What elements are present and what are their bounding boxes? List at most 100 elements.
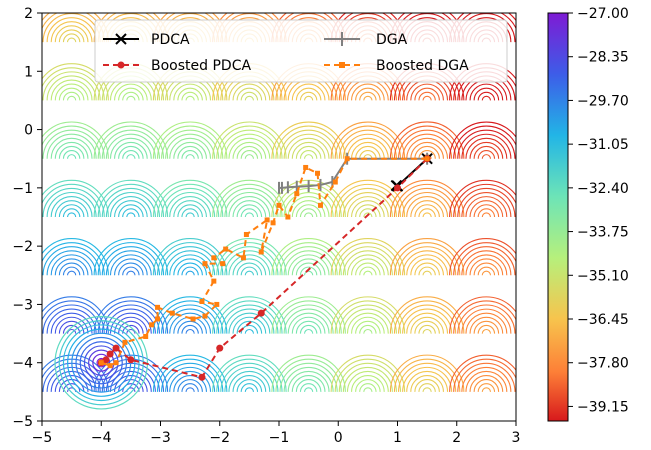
- contour-arc: [473, 204, 500, 218]
- contour-arc: [161, 304, 220, 334]
- contour-arc: [126, 154, 136, 159]
- contour-arc: [398, 187, 457, 218]
- y-tick-label: 1: [24, 64, 33, 80]
- contour-arc: [295, 145, 322, 159]
- contour-arc: [342, 308, 393, 334]
- contour-cell: [389, 354, 465, 392]
- contour-arc: [240, 208, 259, 218]
- contour-arc: [481, 95, 492, 101]
- contour-arc: [295, 204, 322, 218]
- contour-arc: [469, 316, 504, 334]
- contour-arc: [152, 354, 228, 392]
- contour-arc: [291, 258, 326, 276]
- contour-arc: [389, 179, 465, 218]
- y-tick-label: −5: [12, 414, 33, 430]
- contour-arc: [126, 212, 136, 218]
- contour-arc: [58, 145, 85, 159]
- contour-arc: [342, 133, 393, 159]
- contour-arc: [346, 312, 389, 334]
- contour-arc: [350, 258, 385, 276]
- contour-arc: [291, 141, 326, 159]
- contour-arc: [58, 262, 85, 276]
- contour-arc: [398, 362, 457, 392]
- contour-arc: [287, 371, 330, 392]
- contour-arc: [418, 208, 436, 218]
- contour-arc: [291, 374, 326, 392]
- contour-arc: [93, 238, 169, 276]
- y-tick-label: −3: [12, 297, 33, 313]
- colorbar-tick-label: −35.10: [577, 268, 629, 284]
- data-point: [258, 249, 264, 255]
- contour-arc: [342, 366, 393, 392]
- circle-marker-icon: [117, 61, 125, 69]
- contour-arc: [418, 383, 436, 392]
- contour-arc: [283, 133, 334, 159]
- contour-arc: [228, 137, 271, 159]
- contour-arc: [220, 129, 279, 159]
- contour-arc: [477, 150, 496, 159]
- contour-arc: [122, 150, 140, 159]
- data-point: [127, 356, 135, 364]
- contour-arc: [299, 208, 318, 218]
- contour-arc: [161, 246, 220, 276]
- contour-arc: [350, 200, 385, 218]
- contour-arc: [50, 79, 93, 101]
- colorbar-tick-label: −33.75: [577, 225, 629, 241]
- data-point: [220, 261, 226, 267]
- contour-arc: [283, 192, 334, 218]
- contour-arc: [185, 154, 195, 159]
- contour-arc: [42, 129, 101, 159]
- data-point: [294, 191, 300, 197]
- contour-arc: [232, 200, 267, 218]
- contour-arc: [62, 324, 81, 334]
- contour-arc: [363, 270, 373, 276]
- contour-arc: [212, 296, 287, 334]
- contour-arc: [173, 141, 208, 159]
- contour-arc: [122, 91, 140, 101]
- contour-arc: [359, 383, 377, 392]
- data-point: [112, 344, 120, 352]
- contour-arc: [481, 328, 492, 334]
- contour-arc: [406, 254, 449, 276]
- data-point: [107, 363, 113, 369]
- contour-ring: [62, 324, 140, 402]
- contour-arc: [101, 187, 160, 218]
- contour-arc: [330, 296, 406, 334]
- contour-arc: [126, 328, 136, 334]
- contour-arc: [457, 304, 516, 334]
- contour-arc: [173, 258, 208, 276]
- contour-cell: [152, 121, 228, 159]
- data-point: [113, 360, 119, 366]
- colorbar-tick-label: −29.70: [577, 93, 629, 109]
- contour-arc: [330, 238, 406, 276]
- contour-arc: [283, 366, 334, 392]
- contour-arc: [152, 121, 228, 159]
- data-point: [332, 179, 338, 185]
- contour-arc: [481, 270, 492, 276]
- contour-arc: [465, 371, 508, 392]
- contour-arc: [355, 320, 381, 334]
- contour-arc: [113, 141, 148, 159]
- contour-arc: [122, 208, 140, 218]
- contour-arc: [228, 254, 271, 276]
- contour-arc: [303, 387, 314, 392]
- contour-arc: [418, 266, 436, 276]
- data-point: [98, 360, 104, 366]
- data-point: [240, 255, 246, 261]
- contour-arc: [177, 204, 203, 218]
- x-tick-label: 2: [452, 430, 461, 446]
- data-point: [285, 214, 291, 220]
- contour-arc: [461, 250, 512, 276]
- data-point: [424, 156, 430, 162]
- contour-arc: [355, 87, 381, 101]
- contour-cell: [212, 179, 287, 218]
- contour-arc: [453, 300, 516, 334]
- contour-arc: [389, 296, 465, 334]
- colorbar-tick-label: −32.40: [577, 181, 629, 197]
- contour-arc: [165, 192, 216, 218]
- contour-arc: [46, 308, 97, 334]
- contour-arc: [449, 121, 516, 159]
- legend: PDCA Boosted PDCA DGA Boosted DGA: [94, 19, 508, 83]
- series-line: [100, 158, 428, 379]
